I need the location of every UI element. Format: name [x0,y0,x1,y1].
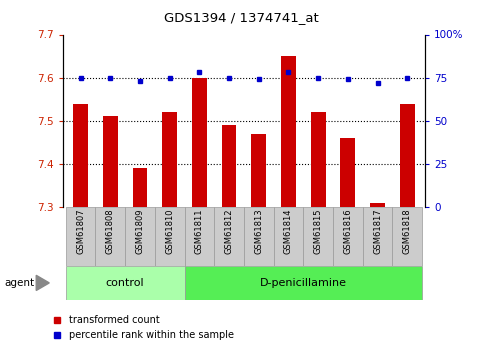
Bar [273,207,303,266]
Text: GSM61809: GSM61809 [136,209,144,254]
Bar [363,207,392,266]
Text: GSM61808: GSM61808 [106,209,115,254]
Text: D-penicillamine: D-penicillamine [260,278,347,288]
Bar [333,207,363,266]
Text: GSM61810: GSM61810 [165,209,174,254]
Text: GSM61814: GSM61814 [284,209,293,254]
Bar [370,203,385,207]
Bar [103,117,118,207]
Text: GSM61815: GSM61815 [313,209,323,254]
Text: GSM61812: GSM61812 [225,209,234,254]
Polygon shape [36,275,49,290]
Bar [244,207,273,266]
Text: GSM61807: GSM61807 [76,209,85,254]
Bar [96,207,125,266]
Bar [185,266,422,300]
Bar [341,138,355,207]
Bar [66,207,96,266]
Bar [132,168,147,207]
Bar [162,112,177,207]
Bar [222,125,237,207]
Bar [66,266,185,300]
Text: GSM61811: GSM61811 [195,209,204,254]
Bar [73,104,88,207]
Text: control: control [106,278,144,288]
Text: GSM61816: GSM61816 [343,209,352,254]
Bar [155,207,185,266]
Bar [303,207,333,266]
Bar [311,112,326,207]
Text: GSM61817: GSM61817 [373,209,382,254]
Bar [192,78,207,207]
Bar [400,104,414,207]
Bar [214,207,244,266]
Bar [281,56,296,207]
Bar [125,207,155,266]
Text: GSM61813: GSM61813 [254,209,263,254]
Text: GSM61818: GSM61818 [403,209,412,254]
Text: GDS1394 / 1374741_at: GDS1394 / 1374741_at [164,11,319,24]
Bar [185,207,214,266]
Text: agent: agent [5,278,35,288]
Bar [251,134,266,207]
Legend: transformed count, percentile rank within the sample: transformed count, percentile rank withi… [53,315,234,340]
Bar [392,207,422,266]
